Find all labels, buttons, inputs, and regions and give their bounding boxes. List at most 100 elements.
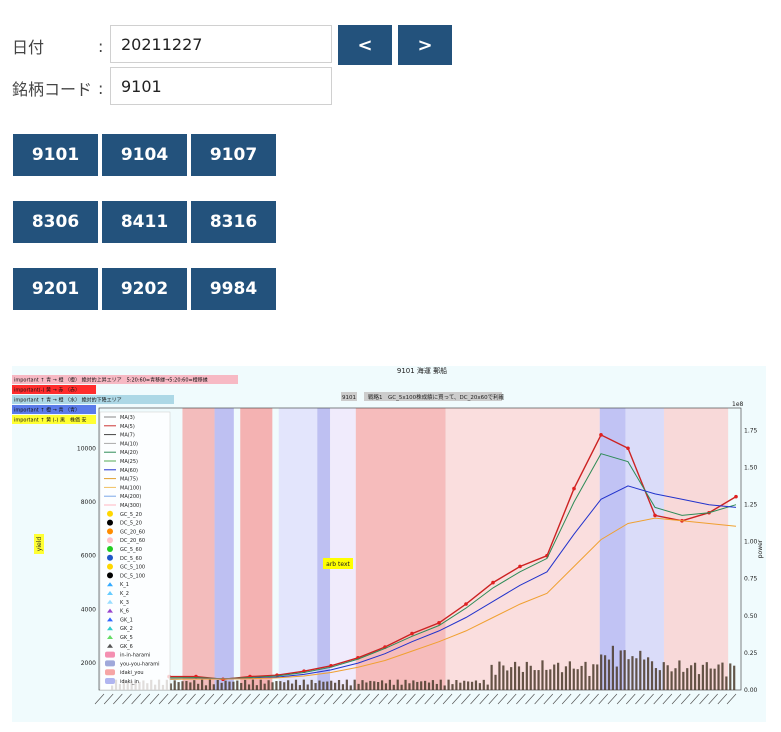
legend-marker-swatch: [107, 617, 113, 622]
volume-bar: [662, 662, 665, 690]
code-button-9101[interactable]: 9101: [13, 134, 98, 176]
legend-bar: [12, 395, 174, 404]
volume-bar: [357, 683, 360, 690]
x-tick-mark: [442, 693, 453, 705]
date-input[interactable]: [110, 25, 332, 63]
volume-bar: [650, 661, 654, 690]
volume-bar: [510, 667, 513, 690]
volume-bar: [463, 680, 466, 690]
x-tick-mark: [625, 693, 636, 705]
x-tick-mark: [186, 693, 196, 705]
x-tick-mark: [268, 693, 279, 705]
x-tick-mark: [342, 693, 352, 705]
legend-item-label: GC_5_20: [120, 512, 142, 518]
y-tick-right: 0.50: [744, 613, 758, 620]
volume-bar: [228, 681, 231, 690]
volume-bar: [498, 661, 501, 690]
code-button-8411[interactable]: 8411: [102, 201, 187, 243]
tag-code: 9101: [342, 395, 356, 401]
y-tick-left: 4000: [81, 606, 96, 613]
volume-bar: [705, 662, 708, 690]
volume-bar: [486, 684, 489, 690]
volume-bar: [400, 684, 403, 690]
legend-item-label: DC_5_60: [120, 556, 142, 562]
legend-panel: [99, 411, 171, 691]
tag-code-box: [341, 392, 357, 401]
code-button-9984[interactable]: 9984: [191, 268, 276, 310]
volume-bar: [275, 681, 278, 690]
x-tick-mark: [378, 693, 389, 705]
volume-bar: [697, 674, 701, 690]
volume-bar: [502, 665, 505, 690]
code-button-9202[interactable]: 9202: [102, 268, 187, 310]
next-day-button[interactable]: >: [398, 25, 452, 65]
legend-item-label: MA(10): [120, 441, 138, 447]
x-tick-mark: [534, 693, 544, 705]
legend-item-label: MA(25): [120, 459, 138, 465]
code-button-8306[interactable]: 8306: [13, 201, 98, 243]
code-button-8316[interactable]: 8316: [191, 201, 276, 243]
volume-bar: [251, 679, 255, 690]
x-tick-mark: [149, 693, 160, 705]
legend-item-label: idaki_you: [120, 670, 144, 676]
volume-bar: [420, 681, 423, 690]
x-tick-mark: [213, 693, 224, 705]
y-tick-left: 10000: [77, 445, 96, 452]
legend-item-label: MA(300): [120, 503, 141, 509]
legend-item-label: GK_5: [120, 635, 133, 641]
y-ticks: 10000 8000 6000 4000 2000 1.75 1.50 1.25 1.00 0.7…: [77, 427, 758, 694]
tag-strategy-box: [364, 392, 502, 401]
prev-day-button[interactable]: <: [338, 25, 392, 65]
legend-item-label: MA(20): [120, 450, 138, 456]
shaded-band: [625, 408, 664, 690]
volume-bar: [408, 683, 411, 690]
volume-bar: [596, 664, 599, 690]
volume-bar: [490, 664, 493, 690]
stock-chart-svg: 10000 8000 6000 4000 2000 1.75 1.50 1.25 1.00 0.7…: [12, 366, 766, 722]
volume-bar: [189, 682, 192, 690]
legend-item-label: K_1: [120, 582, 129, 588]
code-label: 銘柄コード: [12, 80, 93, 99]
right-scale-label: 1e8: [732, 401, 744, 408]
legend-box-swatch: [105, 660, 115, 667]
x-tick-mark: [287, 693, 297, 705]
legend-item-label: DC_20_60: [120, 538, 145, 544]
volume-bar: [302, 679, 305, 690]
volume-bar: [690, 665, 693, 690]
volume-bar: [232, 681, 235, 690]
volume-bar: [310, 679, 313, 690]
volume-bar: [607, 659, 611, 690]
x-tick-mark: [360, 693, 370, 705]
x-tick-mark: [305, 693, 315, 705]
x-tick-mark: [351, 693, 361, 705]
code-button-9104[interactable]: 9104: [102, 134, 187, 176]
tag-strategy: 戦略1 GC_5x100株成績に買って、DC_20x60で利確: [368, 393, 505, 401]
legend-bar: [12, 385, 96, 394]
x-tick-mark: [516, 693, 526, 705]
legend-item-label: GK_1: [120, 617, 133, 623]
legend-bar-text: important ↑ 青 → 橙 （橙） 絶対的上昇エリア 5:20:60=青…: [14, 377, 208, 384]
volume-bar: [236, 680, 239, 690]
volume-bar: [377, 682, 380, 690]
code-row: 銘柄コード :: [12, 76, 103, 100]
volume-bar: [455, 680, 458, 690]
series-point: [734, 494, 738, 499]
code-button-9107[interactable]: 9107: [191, 134, 276, 176]
date-colon: :: [98, 36, 104, 56]
x-tick-mark: [424, 693, 434, 705]
volume-bar: [212, 684, 215, 690]
series-point: [491, 580, 495, 585]
code-input[interactable]: [110, 67, 332, 105]
volume-bar: [600, 654, 603, 690]
x-tick-mark: [195, 693, 206, 705]
shaded-band: [278, 408, 318, 690]
chart-shaded-bands: [182, 408, 729, 690]
volume-bar: [263, 683, 266, 690]
legend-dot-swatch: [107, 528, 113, 535]
x-tick-mark: [369, 693, 380, 705]
volume-bar: [200, 679, 204, 690]
volume-bar: [220, 682, 223, 690]
y-tick-left: 8000: [81, 499, 96, 506]
code-button-9201[interactable]: 9201: [13, 268, 98, 310]
legend-item-label: GC_5_60: [120, 547, 142, 553]
